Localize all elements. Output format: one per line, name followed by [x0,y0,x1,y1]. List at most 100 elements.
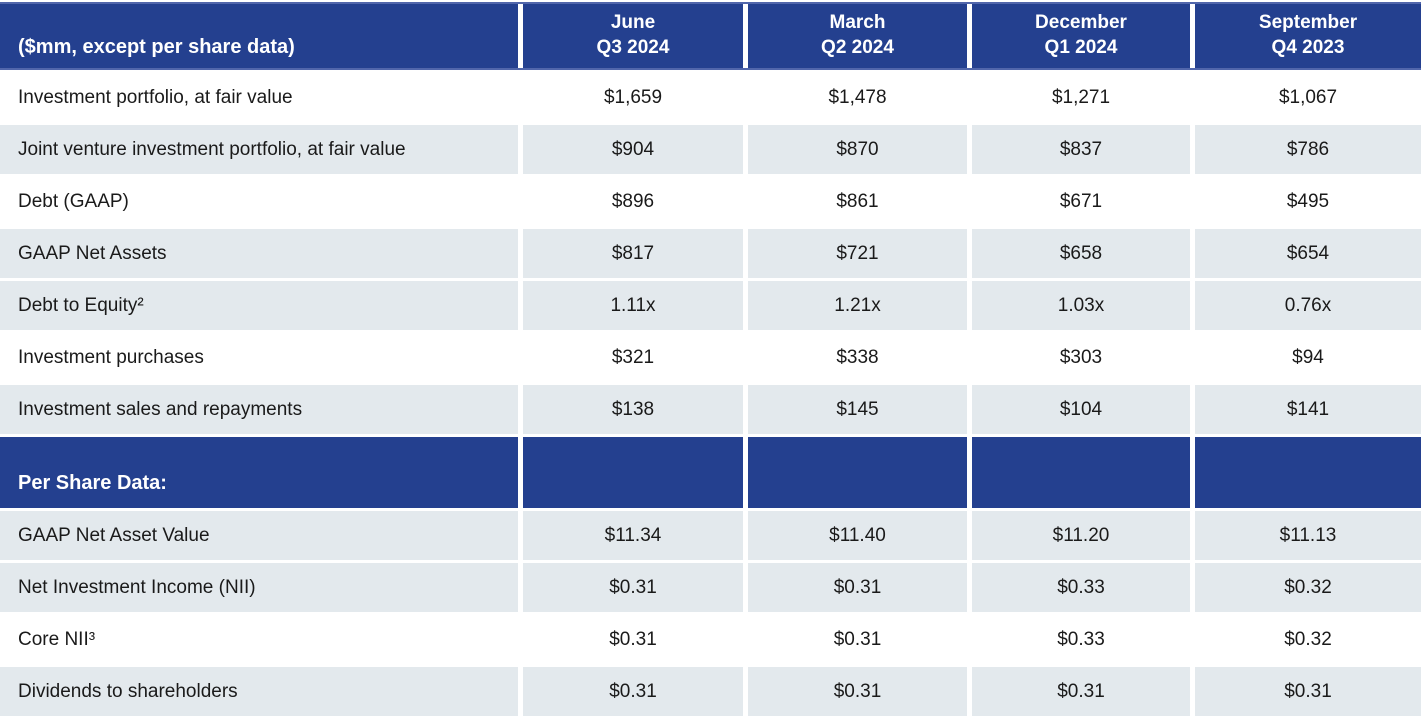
header-quarter: Q3 2024 [596,37,670,58]
column-separator [1190,437,1195,508]
cell-value: 1.03x [972,281,1190,330]
cell-value: $0.31 [748,563,967,612]
cell-value: $1,659 [523,73,743,122]
cell-value: $837 [972,125,1190,174]
header-column-september-q4-2023: September Q4 2023 [1195,4,1421,68]
cell-value: $94 [1195,333,1421,382]
column-separator [518,333,523,382]
column-separator [743,511,748,560]
cell-value: $0.31 [523,615,743,664]
section-header-empty-cell [972,437,1190,508]
cell-value: $904 [523,125,743,174]
header-column-december-q1-2024: December Q1 2024 [972,4,1190,68]
header-quarter: Q1 2024 [1044,37,1118,58]
row-label: Debt to Equity² [0,281,518,330]
column-separator [967,385,972,434]
table-row-debt-to-equity: Debt to Equity² 1.11x 1.21x 1.03x 0.76x [0,281,1421,330]
table-header-row: ($mm, except per share data) June Q3 202… [0,2,1421,70]
row-label: Core NII³ [0,615,518,664]
cell-value: $786 [1195,125,1421,174]
column-separator [518,281,523,330]
column-separator [967,281,972,330]
column-separator [518,385,523,434]
cell-value: $671 [972,177,1190,226]
cell-value: $0.31 [748,615,967,664]
column-separator [1190,125,1195,174]
table-row-investment-sales-repayments: Investment sales and repayments $138 $14… [0,385,1421,434]
section-header-empty-cell [1195,437,1421,508]
row-label: Dividends to shareholders [0,667,518,716]
column-separator [1190,385,1195,434]
column-separator [1190,333,1195,382]
column-separator [1190,511,1195,560]
cell-value: $0.31 [748,667,967,716]
table-row-core-nii: Core NII³ $0.31 $0.31 $0.33 $0.32 [0,615,1421,664]
column-separator [967,73,972,122]
header-column-march-q2-2024: March Q2 2024 [748,4,967,68]
column-separator [743,177,748,226]
cell-value: $0.31 [523,563,743,612]
header-month: June [610,12,656,34]
column-separator [743,229,748,278]
cell-value: $338 [748,333,967,382]
row-label: GAAP Net Asset Value [0,511,518,560]
cell-value: $1,271 [972,73,1190,122]
column-separator [967,333,972,382]
cell-value: $321 [523,333,743,382]
column-separator [743,615,748,664]
column-separator [743,281,748,330]
column-separator [967,615,972,664]
header-quarter: Q2 2024 [821,37,894,58]
row-label: Debt (GAAP) [0,177,518,226]
cell-value: $0.33 [972,563,1190,612]
cell-value: $0.32 [1195,563,1421,612]
table-row-net-investment-income: Net Investment Income (NII) $0.31 $0.31 … [0,563,1421,612]
column-separator [518,73,523,122]
column-separator [518,667,523,716]
column-separator [518,229,523,278]
column-separator [1190,4,1195,68]
column-separator [1190,563,1195,612]
row-label: Net Investment Income (NII) [0,563,518,612]
cell-value: $11.13 [1195,511,1421,560]
column-separator [967,511,972,560]
cell-value: $1,478 [748,73,967,122]
cell-value: $0.32 [1195,615,1421,664]
row-label: Investment sales and repayments [0,385,518,434]
column-separator [1190,73,1195,122]
table-row-gaap-net-assets: GAAP Net Assets $817 $721 $658 $654 [0,229,1421,278]
column-separator [518,511,523,560]
header-column-june-q3-2024: June Q3 2024 [523,4,743,68]
cell-value: $145 [748,385,967,434]
column-separator [743,563,748,612]
cell-value: $495 [1195,177,1421,226]
column-separator [743,333,748,382]
cell-value: $0.31 [523,667,743,716]
cell-value: $303 [972,333,1190,382]
column-separator [967,229,972,278]
cell-value: $138 [523,385,743,434]
column-separator [518,563,523,612]
table-row-gaap-net-asset-value: GAAP Net Asset Value $11.34 $11.40 $11.2… [0,511,1421,560]
header-month: September [1258,12,1358,34]
cell-value: 0.76x [1195,281,1421,330]
cell-value: $817 [523,229,743,278]
column-separator [967,563,972,612]
column-separator [967,177,972,226]
column-separator [967,437,972,508]
cell-value: $1,067 [1195,73,1421,122]
header-month: March [829,12,886,34]
row-label: GAAP Net Assets [0,229,518,278]
column-separator [518,125,523,174]
column-separator [1190,667,1195,716]
row-label: Investment purchases [0,333,518,382]
cell-value: $11.34 [523,511,743,560]
cell-value: $654 [1195,229,1421,278]
column-separator [743,437,748,508]
column-separator [518,4,523,68]
column-separator [518,437,523,508]
column-separator [518,177,523,226]
cell-value: $870 [748,125,967,174]
cell-value: $861 [748,177,967,226]
cell-value: $658 [972,229,1190,278]
